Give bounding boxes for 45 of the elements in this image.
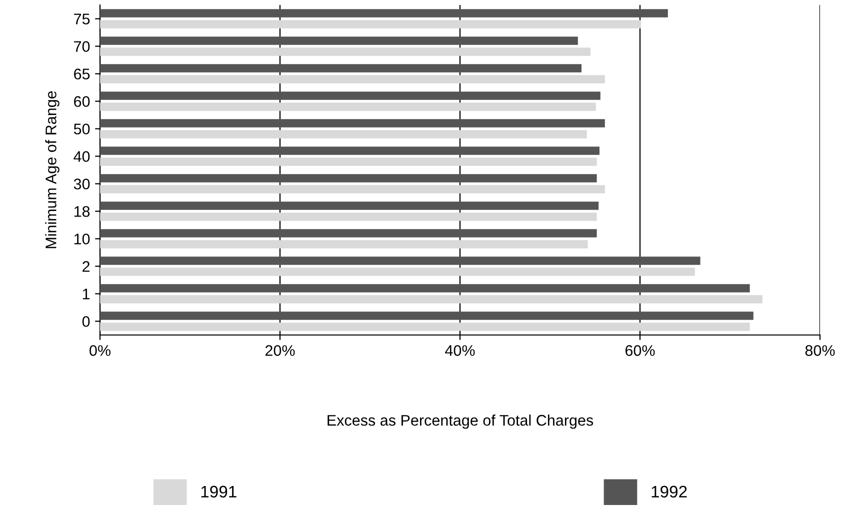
x-tick-label: 40% (445, 345, 475, 356)
bar (100, 102, 596, 111)
bar (100, 295, 762, 304)
y-tick-label: 10 (74, 234, 90, 244)
bar (100, 75, 605, 84)
bar (100, 229, 597, 238)
bar (100, 9, 668, 18)
x-tick-label: 20% (265, 345, 295, 356)
bar (100, 158, 597, 166)
y-tick-label: 2 (82, 261, 90, 272)
y-axis-title: Minimum Age of Range (45, 91, 60, 248)
bar (100, 146, 600, 155)
bar (100, 119, 605, 128)
bar (100, 185, 605, 194)
bar (100, 130, 587, 138)
bar (100, 312, 754, 320)
y-tick-label: 40 (74, 151, 90, 162)
bar (100, 256, 700, 265)
legend-label: 1991 (201, 486, 236, 498)
bar (100, 36, 578, 45)
y-tick-label: 50 (74, 124, 90, 134)
bar (100, 284, 750, 292)
x-tick-label: 60% (625, 345, 655, 356)
y-tick-label: 1 (82, 288, 90, 300)
y-tick-label: 65 (74, 68, 90, 80)
bar (100, 64, 582, 72)
legend-label: 1992 (652, 486, 687, 498)
bar (100, 174, 597, 182)
y-tick-label: 70 (74, 41, 90, 52)
bar (100, 212, 597, 221)
bar (100, 92, 600, 100)
bar (100, 322, 750, 331)
y-tick-label: 60 (74, 96, 90, 107)
bar (100, 202, 599, 210)
y-tick-label: 18 (74, 206, 90, 217)
bar (100, 20, 641, 28)
x-axis-title: Excess as Percentage of Total Charges (328, 414, 594, 429)
y-tick-label: 30 (74, 178, 90, 190)
y-tick-label: 0 (82, 316, 90, 327)
x-tick-label: 80% (805, 345, 835, 356)
bar (100, 240, 588, 248)
bar (100, 268, 695, 276)
y-tick-label: 75 (74, 14, 90, 24)
x-tick-label: 0% (90, 345, 110, 356)
bar (100, 48, 590, 56)
